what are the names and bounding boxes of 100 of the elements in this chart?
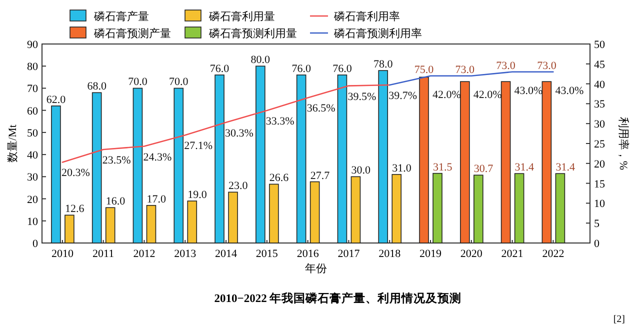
x-tick-label: 2018 (378, 248, 402, 260)
bar (174, 88, 184, 244)
y2-tick-label: 40 (594, 78, 606, 91)
x-tick-label: 2014 (215, 248, 238, 260)
bar (392, 174, 402, 244)
legend-label: 磷石膏利用量 (208, 10, 275, 23)
data-label: 23.0 (228, 180, 248, 192)
y2-tick-label: 5 (594, 218, 600, 230)
bar (378, 70, 388, 244)
y2-tick-label: 45 (594, 58, 606, 71)
data-label: 23.5% (102, 154, 131, 166)
bar (146, 205, 156, 244)
x-tick-label: 2012 (133, 248, 156, 260)
data-label: 30.0 (351, 164, 371, 177)
bar (296, 74, 306, 244)
y-tick-label: 50 (27, 127, 38, 140)
data-label: 17.0 (146, 193, 166, 206)
bar (500, 81, 511, 244)
data-label: 68.0 (87, 80, 107, 93)
y-tick-label: 40 (27, 150, 38, 162)
x-tick-label: 2016 (296, 248, 320, 260)
bar (64, 214, 74, 244)
bar (432, 172, 442, 244)
y2-tick-label: 0 (594, 238, 600, 250)
x-tick-label: 2013 (174, 248, 197, 260)
data-label: 73.0 (496, 60, 516, 72)
legend-label: 磷石膏预测利用率 (333, 27, 422, 40)
data-label: 27.1% (184, 140, 213, 152)
x-tick-label: 2020 (460, 248, 483, 260)
y2-tick-label: 30 (594, 118, 606, 131)
x-tick-label: 2021 (501, 248, 524, 260)
data-label: 12.6 (64, 203, 85, 216)
bar (256, 66, 266, 244)
bar (419, 76, 429, 244)
data-label: 31.5 (433, 161, 453, 174)
data-label: 80.0 (250, 54, 271, 66)
y-tick-label: 10 (27, 216, 38, 228)
data-label: 30.3% (225, 127, 254, 140)
y-tick-label: 20 (27, 194, 38, 206)
data-label: 39.7% (388, 90, 418, 102)
x-tick-label: 2015 (256, 248, 278, 260)
data-label: 36.5% (306, 102, 336, 115)
data-label: 78.0 (373, 58, 394, 71)
x-tick-label: 2010 (51, 248, 74, 260)
data-label: 70.0 (128, 76, 148, 88)
data-label: 24.3% (143, 151, 172, 164)
bar (51, 106, 61, 244)
y-tick-label: 90 (27, 39, 38, 51)
data-label: 19.0 (188, 188, 208, 201)
data-label: 31.4 (514, 162, 535, 174)
data-label: 75.0 (414, 64, 434, 76)
bar (337, 74, 348, 244)
data-label: 33.3% (266, 115, 294, 128)
data-label: 30.7 (474, 163, 494, 176)
y-axis-title: 数量/Mt (7, 124, 19, 162)
bar (310, 181, 320, 244)
legend-label: 磷石膏利用率 (333, 10, 400, 23)
legend-label: 磷石膏预测利用量 (208, 27, 297, 40)
data-label: 76.0 (210, 62, 230, 75)
bar (555, 173, 566, 244)
bar (92, 92, 102, 244)
y2-tick-label: 35 (594, 98, 606, 111)
legend-label: 磷石膏预测产量 (93, 27, 171, 40)
bar (214, 74, 224, 244)
bar (474, 174, 484, 244)
bar (350, 176, 361, 244)
y-tick-label: 80 (27, 61, 38, 74)
data-label: 26.6 (269, 172, 290, 184)
y-tick-label: 0 (32, 238, 38, 250)
y2-tick-label: 20 (594, 158, 606, 170)
data-label: 20.3% (61, 167, 90, 180)
y-tick-label: 30 (27, 172, 38, 184)
y-tick-label: 60 (27, 105, 38, 118)
legend-label: 磷石膏产量 (93, 10, 149, 23)
x-tick-label: 2019 (420, 248, 442, 260)
y-tick-label: 70 (27, 83, 38, 96)
bar (269, 184, 279, 244)
x-tick-label: 2011 (92, 248, 114, 260)
x-tick-label: 2022 (542, 248, 564, 260)
text: [2] (613, 314, 625, 325)
x-tick-label: 2017 (338, 248, 360, 260)
y2-axis-title: 利用率，% (617, 116, 630, 170)
bar (228, 192, 238, 244)
text: 2010−2022 年我国磷石膏产量、利用情况及预测 (214, 291, 462, 305)
data-label: 73.0 (537, 60, 557, 72)
data-label: 62.0 (46, 94, 66, 106)
y2-tick-label: 10 (594, 198, 606, 210)
y2-tick-label: 50 (594, 39, 606, 51)
data-label: 73.0 (455, 64, 476, 76)
data-label: 42.0% (473, 88, 502, 101)
bar (105, 207, 116, 244)
data-label: 31.4 (556, 162, 576, 174)
bar (542, 81, 552, 244)
data-label: 43.0% (555, 84, 584, 97)
data-label: 70.0 (169, 76, 189, 88)
bar (187, 200, 198, 244)
data-label: 39.5% (348, 90, 376, 103)
data-label: 76.0 (332, 62, 352, 75)
data-label: 43.0% (514, 84, 543, 97)
data-label: 76.0 (292, 62, 312, 75)
